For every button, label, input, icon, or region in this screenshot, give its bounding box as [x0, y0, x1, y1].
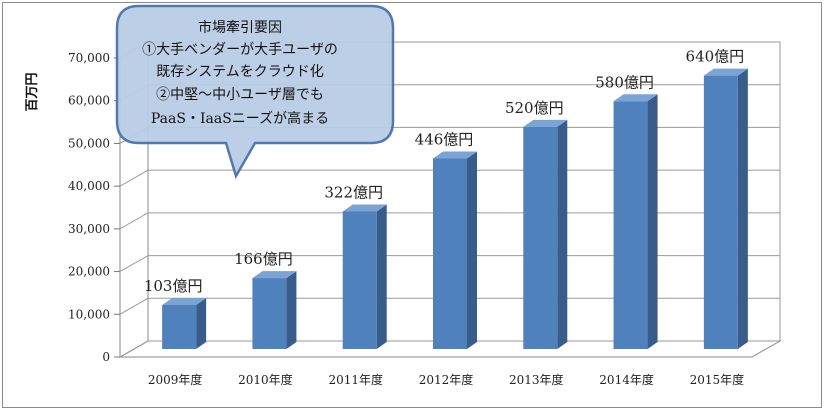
- y-tick-label: 20,000: [68, 265, 110, 279]
- callout-line-4: ②中堅～中小ユーザ層でも: [156, 87, 324, 103]
- bar: [162, 298, 207, 349]
- bar: [613, 94, 658, 349]
- bar-top: [342, 204, 387, 212]
- gridline: [119, 255, 780, 273]
- bar: [703, 68, 748, 349]
- bar-top: [613, 94, 658, 102]
- data-label: 103億円: [144, 277, 203, 295]
- y-tick-label: 10,000: [68, 307, 110, 321]
- y-tick-label: 60,000: [68, 94, 110, 108]
- bar-front: [342, 211, 377, 349]
- y-tick-label: 40,000: [68, 179, 110, 193]
- x-tick-label: 2011年度: [328, 372, 383, 387]
- x-tick-label: 2013年度: [509, 372, 564, 387]
- x-tick-label: 2009年度: [148, 372, 203, 387]
- bar: [342, 204, 387, 349]
- x-tick-label: 2012年度: [419, 372, 474, 387]
- bar-side: [647, 94, 658, 349]
- y-tick-label: 70,000: [68, 51, 110, 65]
- bar: [433, 151, 477, 349]
- gridline: [119, 169, 780, 187]
- bar-side: [557, 119, 568, 349]
- bar-side: [286, 271, 297, 349]
- callout-line-5: PaaS・IaaSニーズが高まる: [151, 110, 329, 127]
- bar-front: [252, 278, 287, 349]
- data-label: 322億円: [324, 183, 383, 201]
- bar: [252, 271, 297, 349]
- data-label: 520億円: [505, 99, 564, 117]
- bar-top: [433, 151, 477, 159]
- bar-top: [252, 271, 297, 279]
- y-axis-tick-labels: 0 10,000 20,000 30,000 40,000 50,000 60,000 70,…: [68, 51, 110, 364]
- x-tick-label: 2014年度: [599, 372, 654, 387]
- x-tick-label: 2015年度: [690, 372, 745, 387]
- bar-front: [703, 75, 738, 349]
- callout-bubble: 市場牽引要因 ①大手ベンダーが大手ユーザの 既存システムをクラウド化 ②中堅～中…: [115, 4, 395, 180]
- bar-side: [467, 151, 477, 349]
- callout-line-3: 既存システムをクラウド化: [156, 64, 324, 80]
- bar-front: [162, 305, 197, 349]
- bar-top: [523, 119, 568, 127]
- data-label: 446億円: [415, 130, 474, 148]
- bar-side: [376, 204, 387, 349]
- gridline: [119, 340, 780, 358]
- bar-side: [737, 68, 748, 349]
- bar-top: [162, 298, 207, 306]
- bar-side: [196, 298, 207, 349]
- y-tick-label: 50,000: [68, 136, 110, 150]
- bar-front: [433, 158, 467, 349]
- callout-line-2: ①大手ベンダーが大手ユーザの: [142, 42, 338, 58]
- gridline: [119, 212, 780, 230]
- y-tick-label: 30,000: [68, 222, 110, 236]
- data-labels: 103億円 166億円 322億円 446億円 520億円 580億円 640億円: [144, 48, 744, 295]
- x-axis-tick-labels: 2009年度 2010年度 2011年度 2012年度 2013年度 2014年度 2015…: [148, 372, 744, 387]
- y-axis-label: 百万円: [25, 72, 40, 111]
- bar-top: [703, 68, 748, 76]
- data-label: 580億円: [595, 73, 654, 91]
- bar: [523, 119, 568, 349]
- x-tick-label: 2010年度: [238, 372, 293, 387]
- bar-front: [613, 101, 648, 349]
- data-label: 166億円: [234, 250, 293, 268]
- callout-shape: [115, 4, 395, 180]
- data-label: 640億円: [686, 48, 745, 66]
- y-tick-label: 0: [102, 350, 110, 364]
- bar-front: [523, 126, 558, 349]
- callout-line-1: 市場牽引要因: [198, 19, 282, 36]
- gridline: [119, 297, 780, 315]
- bars: [162, 68, 748, 349]
